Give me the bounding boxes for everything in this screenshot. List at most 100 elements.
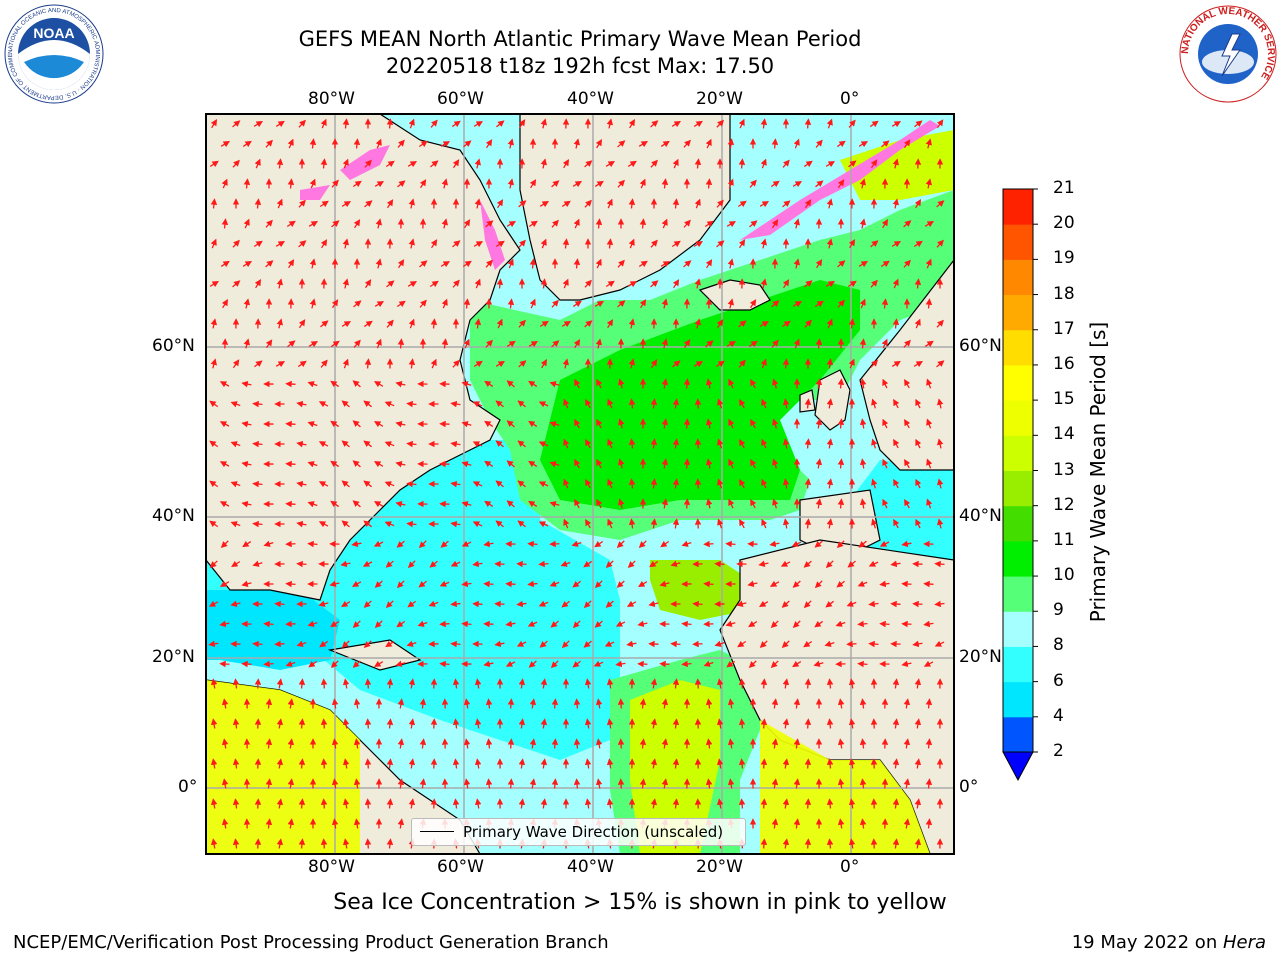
map-subtitle: 20220518 t18z 192h fcst Max: 17.50 <box>385 54 775 78</box>
wave-direction-arrow <box>869 120 879 128</box>
wave-direction-arrow <box>341 600 351 608</box>
wave-direction-arrow <box>241 580 252 587</box>
wave-direction-arrow <box>761 438 768 449</box>
wave-direction-arrow <box>672 158 679 169</box>
wave-direction-arrow <box>472 600 483 608</box>
wave-direction-arrow <box>926 498 933 509</box>
wave-direction-arrow <box>606 678 614 689</box>
wave-direction-arrow <box>826 198 833 209</box>
wave-direction-arrow <box>857 660 868 668</box>
wave-direction-arrow <box>353 778 361 789</box>
wave-direction-arrow <box>540 158 548 169</box>
wave-direction-arrow <box>254 718 262 729</box>
wave-direction-arrow <box>529 298 536 309</box>
wave-direction-arrow <box>287 340 296 348</box>
wave-direction-arrow <box>298 798 306 809</box>
wave-direction-arrow <box>836 540 845 549</box>
wave-direction-arrow <box>450 560 461 567</box>
wave-direction-arrow <box>574 418 581 429</box>
wave-direction-arrow <box>318 521 329 528</box>
wave-direction-arrow <box>538 441 549 448</box>
wave-direction-arrow <box>341 321 352 328</box>
wave-direction-arrow <box>210 838 218 849</box>
wave-direction-arrow <box>661 698 669 709</box>
wave-direction-arrow <box>220 260 230 268</box>
wave-direction-arrow <box>826 358 834 369</box>
wave-direction-arrow <box>353 698 361 709</box>
wave-direction-arrow <box>210 758 218 769</box>
wave-direction-arrow <box>296 400 307 408</box>
wave-direction-arrow <box>672 438 680 449</box>
wave-direction-arrow <box>936 119 944 129</box>
wave-direction-arrow <box>408 238 415 249</box>
wave-direction-arrow <box>618 378 625 389</box>
wave-direction-arrow <box>607 478 614 489</box>
wave-direction-arrow <box>518 319 526 328</box>
wave-direction-arrow <box>583 640 592 648</box>
wave-direction-arrow <box>364 358 372 369</box>
wave-direction-arrow <box>363 320 373 328</box>
colorbar-bin <box>1003 435 1033 471</box>
wave-direction-arrow <box>562 278 569 289</box>
lat-tick-right: 20°N <box>959 647 1002 667</box>
wave-direction-arrow <box>573 339 581 349</box>
wave-direction-arrow <box>760 798 768 809</box>
wave-direction-arrow <box>219 501 230 508</box>
wave-direction-arrow <box>363 480 372 488</box>
wave-direction-arrow <box>549 381 560 388</box>
wave-direction-arrow <box>549 461 560 468</box>
wave-direction-arrow <box>461 501 472 508</box>
wave-direction-arrow <box>793 778 801 789</box>
wave-direction-arrow <box>452 279 460 288</box>
wave-direction-arrow <box>681 660 692 668</box>
wave-direction-arrow <box>275 120 285 128</box>
wave-direction-arrow <box>450 440 461 448</box>
wave-direction-arrow <box>253 121 263 128</box>
wave-direction-arrow <box>209 160 219 168</box>
wave-direction-arrow <box>584 199 592 208</box>
wave-direction-arrow <box>375 138 382 149</box>
wave-direction-arrow <box>528 220 538 228</box>
wave-direction-arrow <box>287 778 295 789</box>
wave-direction-arrow <box>563 398 570 409</box>
wave-direction-arrow <box>715 360 725 368</box>
wave-direction-arrow <box>463 778 471 789</box>
wave-direction-arrow <box>220 540 229 548</box>
wave-direction-arrow <box>439 660 450 668</box>
lon-tick-top: 20°W <box>696 89 743 109</box>
wave-direction-arrow <box>341 640 350 649</box>
wave-direction-arrow <box>782 798 790 809</box>
lon-tick-top: 60°W <box>437 89 484 109</box>
wave-direction-arrow <box>913 240 923 248</box>
wave-direction-arrow <box>694 278 701 289</box>
wave-direction-arrow <box>694 798 702 809</box>
wave-direction-arrow <box>407 161 418 168</box>
caption: Sea Ice Concentration > 15% is shown in … <box>333 890 947 915</box>
wave-direction-arrow <box>285 660 296 667</box>
wave-direction-arrow <box>540 238 547 249</box>
wave-direction-arrow <box>221 778 229 789</box>
wave-direction-arrow <box>308 221 319 228</box>
wave-direction-arrow <box>219 381 230 388</box>
wave-direction-arrow <box>848 798 856 809</box>
wave-direction-arrow <box>705 178 713 189</box>
wave-direction-arrow <box>606 198 613 209</box>
wave-direction-arrow <box>373 540 384 547</box>
wave-direction-arrow <box>924 340 934 348</box>
colorbar-tick-label: 21 <box>1053 178 1075 198</box>
wave-direction-arrow <box>298 319 306 329</box>
wave-direction-arrow <box>683 339 691 349</box>
wave-direction-arrow <box>452 159 460 169</box>
wave-direction-arrow <box>230 521 241 528</box>
wave-direction-arrow <box>584 320 593 328</box>
wave-direction-arrow <box>804 319 812 328</box>
wave-direction-arrow <box>473 241 484 248</box>
wave-direction-arrow <box>638 260 648 268</box>
wave-direction-arrow <box>837 738 845 749</box>
wave-direction-arrow <box>793 258 801 269</box>
wave-direction-arrow <box>826 118 833 129</box>
wave-direction-arrow <box>352 420 361 428</box>
wave-direction-arrow <box>750 498 757 509</box>
wave-direction-arrow <box>923 580 934 588</box>
wave-direction-arrow <box>473 360 483 368</box>
